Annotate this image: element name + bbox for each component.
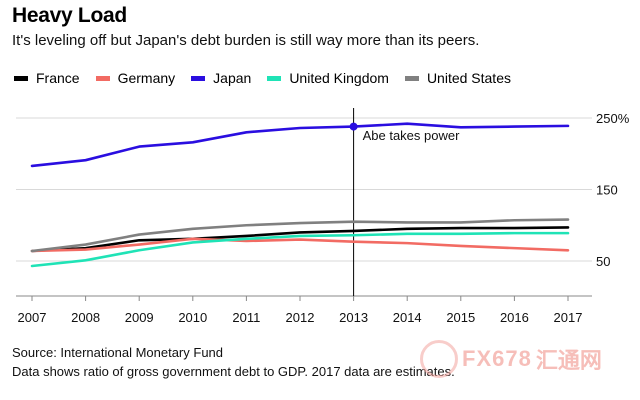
legend-label-united-kingdom: United Kingdom [289,70,389,86]
chart-legend: France Germany Japan United Kingdom United S… [14,70,527,86]
chart-title: Heavy Load [12,4,127,27]
series-line-germany [30,237,570,253]
legend-label-france: France [36,70,80,86]
legend-label-germany: Germany [117,70,176,86]
legend-item-japan: Japan [191,70,251,86]
legend-swatch-germany [95,75,110,81]
legend-item-united-states: United States [404,70,511,86]
x-tick-label-2008: 2008 [71,310,100,325]
x-tick-label-2013: 2013 [339,310,368,325]
y-tick-label-150: 150 [596,183,618,198]
legend-swatch-japan [191,75,206,81]
data-note: Data shows ratio of gross government deb… [12,364,455,379]
watermark-logo-icon [420,340,458,378]
annotation-label: Abe takes power [363,128,461,143]
x-tick-label-2015: 2015 [446,310,475,325]
x-tick-label-2012: 2012 [286,310,315,325]
legend-item-france: France [14,70,80,86]
watermark: FX678 汇通网 [420,340,602,378]
legend-label-united-states: United States [426,70,511,86]
annotation-point [349,122,358,131]
x-tick-label-2010: 2010 [178,310,207,325]
legend-label-japan: Japan [213,70,252,86]
x-tick-label-2007: 2007 [18,310,47,325]
legend-swatch-france [14,75,28,81]
x-tick-label-2016: 2016 [500,310,529,325]
series-line-france [30,226,570,253]
watermark-text: FX678 [462,346,532,371]
series-line-united-states [30,218,570,253]
legend-item-united-kingdom: United Kingdom [267,70,389,86]
x-tick-label-2014: 2014 [393,310,422,325]
legend-swatch-united-kingdom [267,75,282,81]
x-tick-label-2009: 2009 [125,310,154,325]
y-tick-label-250: 250% [596,111,630,126]
y-tick-label-50: 50 [596,254,610,269]
chart-subtitle: It's leveling off but Japan's debt burde… [12,32,480,49]
source-note: Source: International Monetary Fund [12,345,224,360]
series-line-united-kingdom [30,231,570,268]
legend-swatch-united-states [404,75,419,81]
x-tick-label-2011: 2011 [232,310,260,325]
series-line-japan [30,122,570,168]
watermark-text-2: 汇通网 [535,348,602,373]
legend-item-germany: Germany [95,70,176,86]
x-tick-label-2017: 2017 [554,310,583,325]
